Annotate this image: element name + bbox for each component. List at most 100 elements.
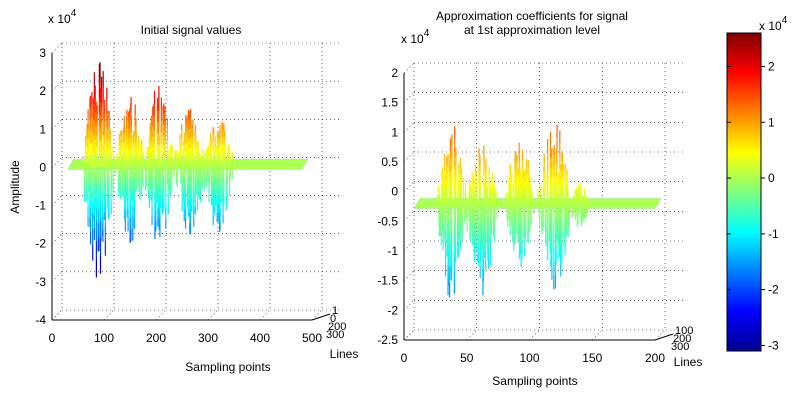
- depth-tick-label: 100: [675, 325, 693, 337]
- grid-line-floor: [466, 329, 477, 341]
- y-tick-label: -2: [35, 237, 46, 251]
- chart-2-signal: [413, 124, 662, 298]
- colorbar-tick-label: 1: [768, 115, 775, 129]
- chart-1-y-axis-label: Amplitude: [8, 160, 22, 214]
- x-tick-label: 300: [198, 331, 218, 345]
- x-tick-label: 400: [250, 331, 270, 345]
- colorbar-exponent-base: x 10: [759, 19, 782, 33]
- colorbar-exponent: x 104: [759, 15, 788, 33]
- depth-tick-label: 200: [328, 321, 346, 333]
- x-tick-label: 50: [460, 351, 474, 365]
- chart-2-exponent-base: x 10: [401, 32, 424, 46]
- chart-1-exponent: x 104: [48, 8, 77, 26]
- grid-line-floor: [155, 309, 167, 321]
- grid-line-floor: [529, 329, 540, 341]
- grid-line-depth: [403, 270, 415, 281]
- chart-1-y-ticks: -4 -3 -2 -1 0 1 2 3: [35, 46, 46, 327]
- y-tick-label: 1: [39, 122, 46, 136]
- y-tick-label: 2: [39, 84, 46, 98]
- chart-1-signal: [67, 62, 309, 278]
- chart-2-grid: [403, 62, 685, 341]
- x-tick-label: 0: [401, 351, 408, 365]
- chart-2-exponent: x 104: [401, 28, 430, 46]
- chart-1-z-axis-label: Lines: [330, 347, 359, 361]
- depth-tick-label: 200: [673, 333, 691, 345]
- chart-1-x-axis-label: Sampling points: [185, 360, 270, 374]
- x-tick-label: 100: [94, 331, 114, 345]
- chart-2-subtitle: at 1st approximation level: [464, 23, 600, 37]
- colorbar-tick-label: -1: [768, 227, 779, 241]
- chart-2-title: Approximation coefficients for signal: [436, 9, 628, 23]
- y-tick-label: -3: [35, 275, 46, 289]
- grid-line-depth: [51, 42, 63, 54]
- grid-line-floor: [103, 309, 115, 321]
- depth-axis-line: [311, 313, 331, 321]
- grid-line-depth: [51, 195, 63, 206]
- grid-line-depth: [403, 151, 415, 163]
- grid-line-depth: [51, 233, 63, 244]
- x-tick-label: 500: [302, 331, 322, 345]
- grid-line-depth: [403, 240, 415, 252]
- chart-1-axes: [51, 53, 331, 321]
- chart-2-x-axis-label: Sampling points: [492, 374, 577, 388]
- chart-2-x-ticks: 0 50 100 150 200: [401, 351, 666, 365]
- grid-line-depth: [403, 62, 415, 74]
- y-tick-label: 1: [391, 125, 398, 139]
- grid-line-floor: [592, 329, 603, 341]
- grid-line-depth: [51, 157, 63, 168]
- y-tick-label: -1.5: [377, 274, 398, 288]
- y-tick-label: -1: [387, 244, 398, 258]
- y-tick-label: -1: [35, 199, 46, 213]
- y-tick-label: -2.5: [377, 333, 398, 347]
- colorbar-ticks: 2 1 0 -1 -2 -3: [727, 59, 779, 352]
- y-tick-label: -0.5: [377, 214, 398, 228]
- y-tick-label: 0.5: [381, 155, 398, 169]
- grid-line-depth: [403, 122, 415, 133]
- chart-2-y-ticks: -2.5 -2 -1.5 -1 -0.5 0 0.5 1 1.5 2: [377, 66, 398, 347]
- grid-line-floor: [403, 329, 415, 341]
- chart-1-x-ticks: 0 100 200 300 400 500: [49, 331, 323, 345]
- colorbar-tick-label: 0: [768, 171, 775, 185]
- depth-axis-line: [654, 333, 674, 341]
- colorbar-tick-label: -3: [768, 338, 779, 352]
- colorbar-tick-label: 2: [768, 59, 775, 73]
- x-tick-label: 150: [582, 351, 602, 365]
- chart-1-title: Initial signal values: [141, 23, 242, 37]
- y-tick-label: 0: [391, 185, 398, 199]
- colorbar-tick-label: -2: [768, 283, 779, 297]
- chart-1-exponent-power: 4: [71, 8, 77, 19]
- y-tick-label: -4: [35, 313, 46, 327]
- grid-line-floor: [207, 309, 219, 321]
- y-tick-label: 0: [39, 160, 46, 174]
- x-tick-label: 100: [519, 351, 539, 365]
- y-tick-label: 2: [391, 66, 398, 80]
- chart-1-grid: [51, 42, 342, 321]
- colorbar-gradient: [726, 32, 762, 352]
- grid-line-floor: [259, 309, 271, 321]
- y-tick-label: 3: [39, 46, 46, 60]
- chart-2-exponent-power: 4: [424, 28, 430, 39]
- x-tick-label: 200: [645, 351, 665, 365]
- depth-tick-label: 1: [332, 305, 338, 317]
- depth-tick-label: 300: [326, 329, 344, 341]
- y-tick-label: -2: [387, 303, 398, 317]
- grid-line-depth: [51, 271, 63, 283]
- grid-line-depth: [51, 119, 63, 130]
- x-tick-label: 0: [49, 331, 56, 345]
- x-tick-label: 200: [146, 331, 166, 345]
- grid-line-depth: [403, 300, 415, 311]
- grid-line-depth: [403, 92, 415, 103]
- y-tick-label: 1.5: [381, 96, 398, 110]
- depth-tick-label: 300: [671, 341, 689, 353]
- colorbar-exponent-power: 4: [782, 15, 788, 26]
- chart-1-exponent-base: x 10: [48, 12, 71, 26]
- grid-line-floor: [51, 309, 63, 321]
- depth-tick-label: 0: [330, 313, 336, 325]
- chart-2-axes: [403, 73, 674, 341]
- grid-line-depth: [403, 181, 415, 192]
- chart-2-z-axis-label: Lines: [674, 355, 703, 369]
